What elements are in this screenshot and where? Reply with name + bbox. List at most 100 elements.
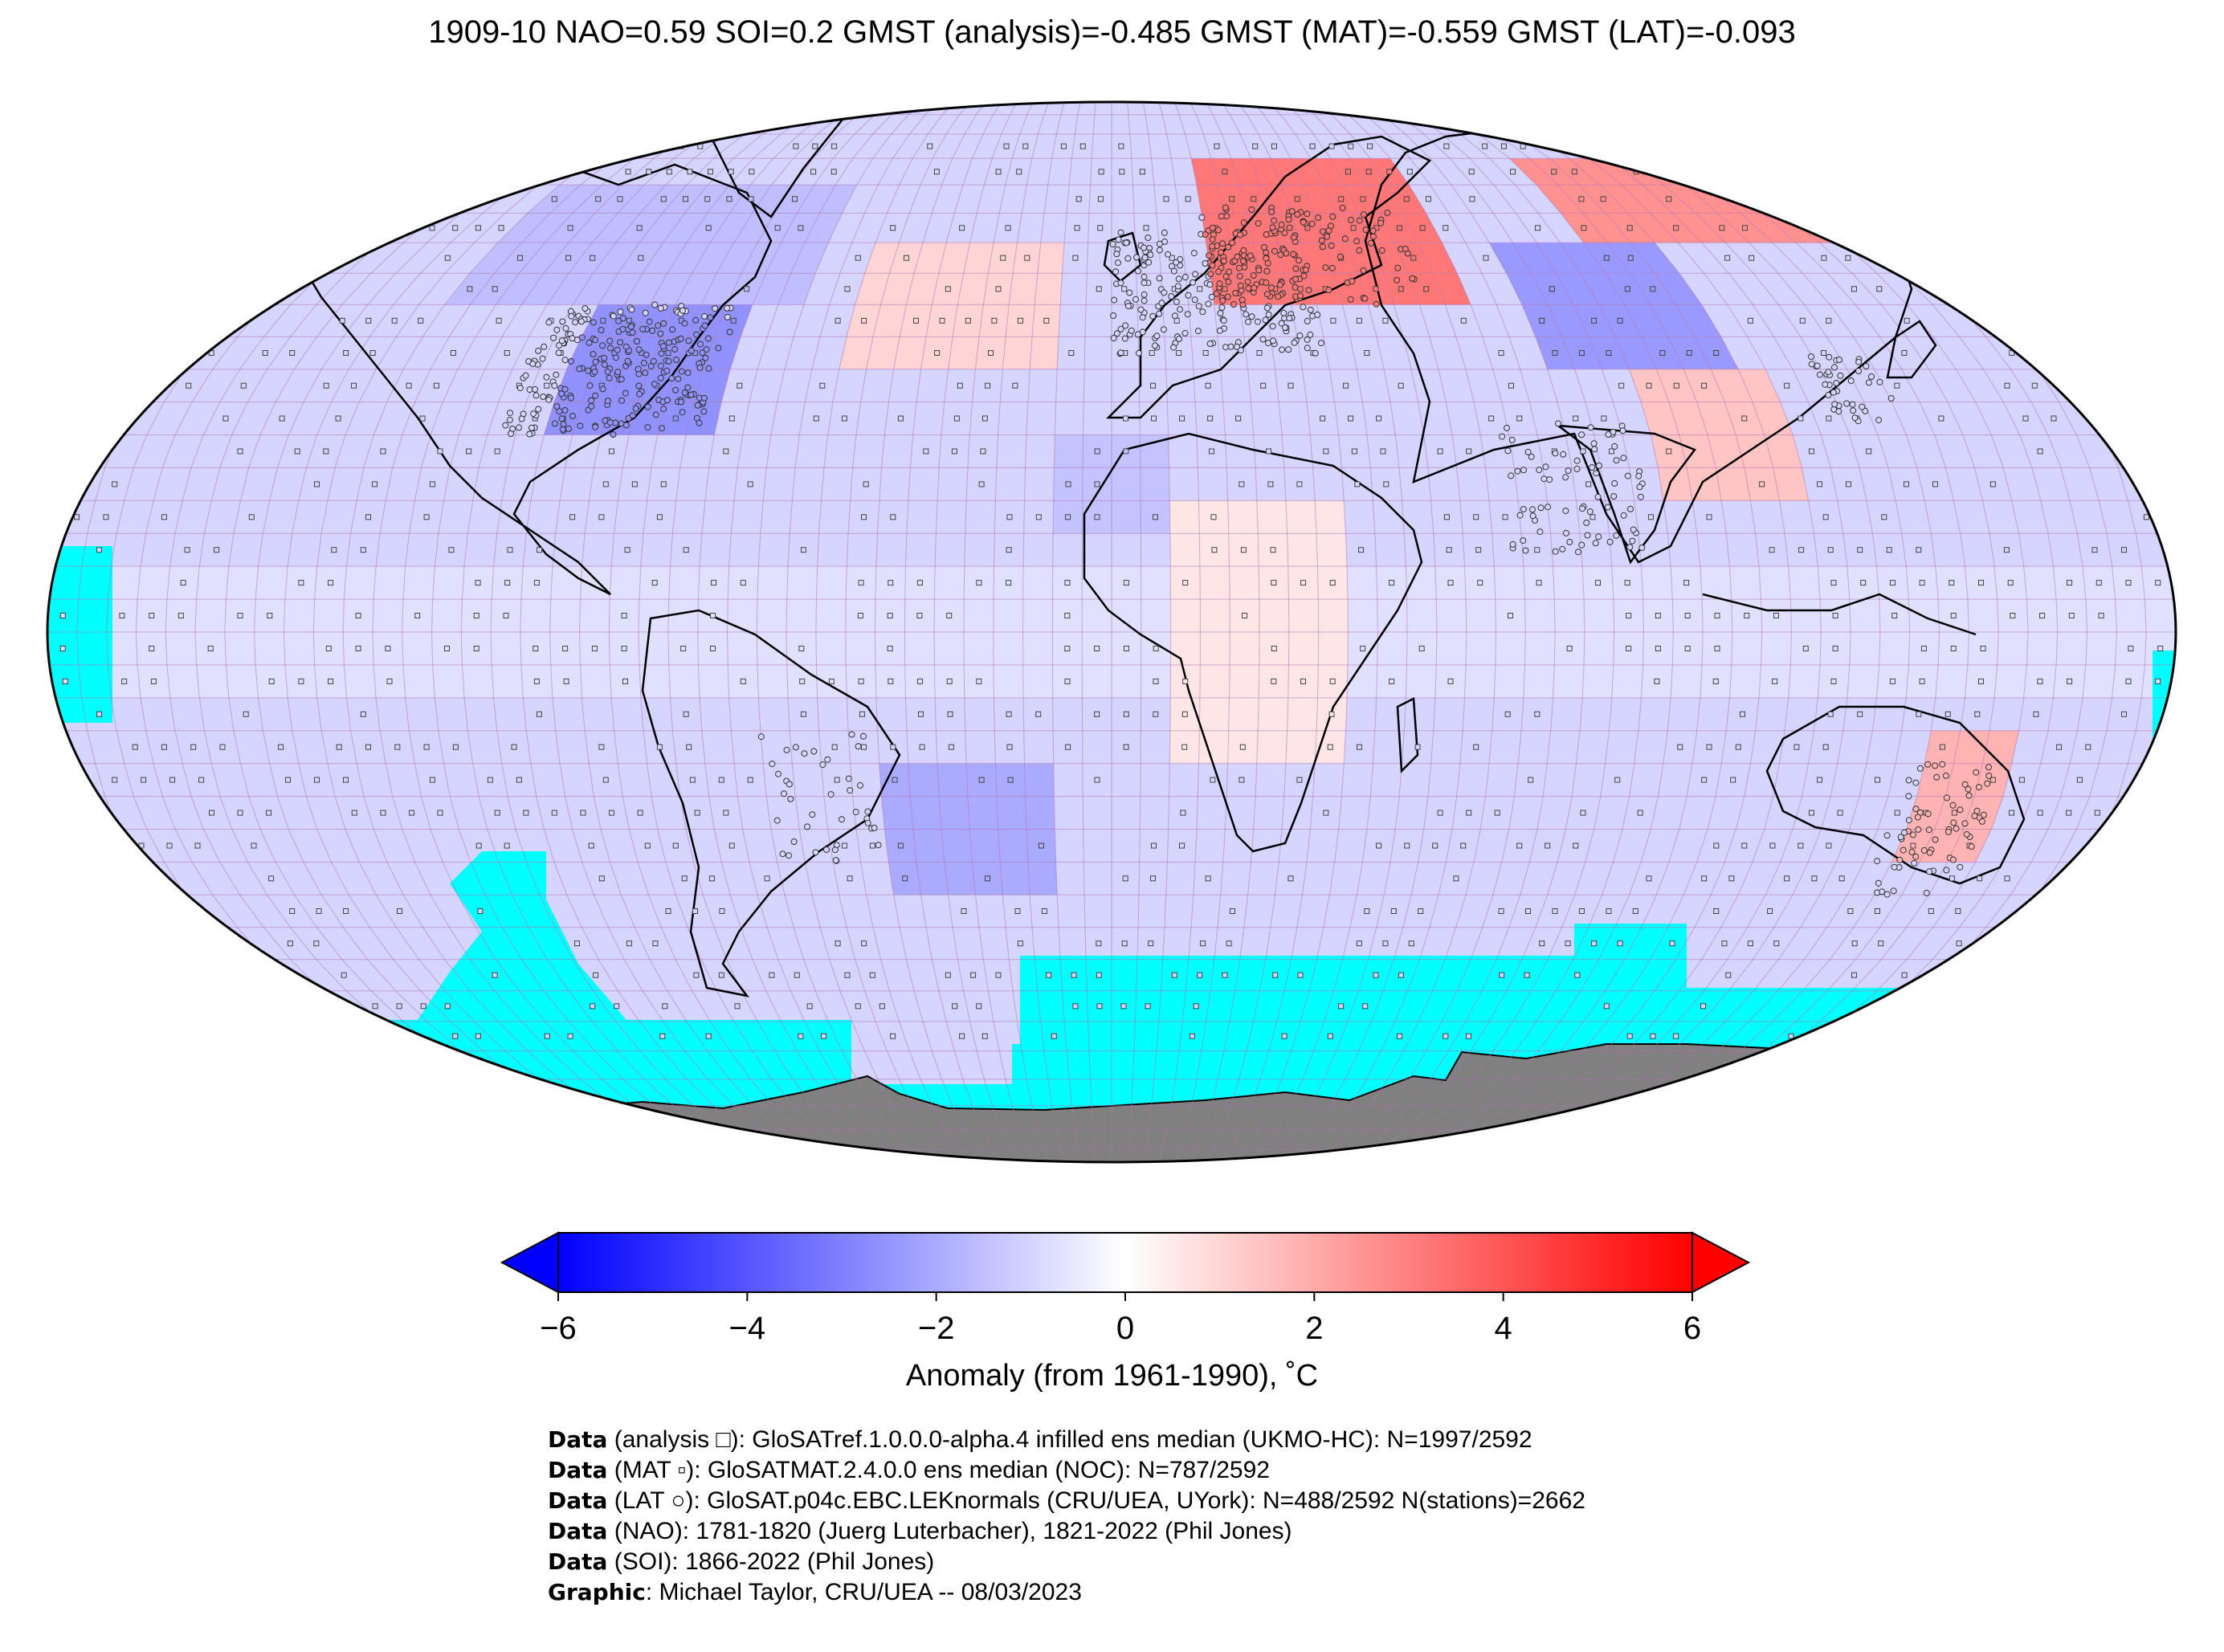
- grid-cell: [639, 664, 671, 698]
- grid-cell: [1083, 829, 1112, 863]
- credit-line: Data (MAT ▫): GloSATMAT.2.4.0.0 ens medi…: [548, 1455, 1585, 1486]
- grid-cell: [1053, 763, 1083, 797]
- grid-cell: [166, 664, 200, 698]
- grid-cell: [1881, 927, 1933, 960]
- grid-cell: [650, 959, 692, 991]
- grid-cell: [1679, 796, 1716, 830]
- grid-cell: [405, 697, 439, 731]
- grid-cell: [1404, 697, 1435, 731]
- grid-cell: [760, 730, 793, 764]
- grid-cell: [2032, 763, 2070, 797]
- grid-cell: [767, 927, 804, 960]
- grid-cell: [1547, 730, 1580, 764]
- grid-cell: [1609, 697, 1642, 731]
- grid-cell: [306, 796, 345, 830]
- grid-cell: [1580, 697, 1612, 731]
- grid-cell: [721, 862, 757, 895]
- grid-cell: [864, 1050, 900, 1079]
- grid-cell: [1847, 862, 1892, 895]
- grid-cell: [1830, 763, 1867, 797]
- grid-cell: [1191, 895, 1221, 928]
- grid-cell: [1778, 927, 1827, 960]
- grid-cell: [1574, 862, 1614, 895]
- grid-cell: [402, 829, 443, 863]
- grid-cell: [954, 1050, 985, 1079]
- grid-cell: [403, 895, 450, 928]
- grid-cell: [292, 730, 328, 764]
- grid-cell: [1777, 959, 1830, 991]
- grid-cell: [1852, 959, 1908, 991]
- grid-cell: [376, 697, 410, 731]
- grid-cell: [979, 927, 1010, 960]
- grid-cell: [731, 730, 764, 764]
- grid-cell: [1602, 862, 1642, 895]
- grid-cell: [431, 895, 476, 928]
- colorbar-tick-label: −4: [729, 1311, 766, 1346]
- grid-cell: [1651, 796, 1687, 830]
- grid-cell: [1785, 697, 1818, 731]
- grid-cell: [288, 829, 332, 863]
- grid-cell: [916, 862, 949, 895]
- grid-cell: [1629, 763, 1663, 797]
- credit-text: : Michael Taylor, CRU/UEA -- 08/03/2023: [645, 1579, 1082, 1605]
- grid-cell: [1429, 895, 1466, 928]
- grid-cell: [1055, 829, 1084, 863]
- grid-cell: [1251, 829, 1282, 863]
- grid-cell: [393, 959, 446, 991]
- grid-cell: [1197, 796, 1227, 830]
- colorbar-tick-label: 6: [1683, 1311, 1701, 1346]
- grid-cell: [1750, 730, 1785, 764]
- credit-key: Data: [548, 1457, 608, 1483]
- credit-text: (analysis □): GloSATref.1.0.0.0-alpha.4 …: [607, 1426, 1532, 1453]
- grid-cell: [1975, 829, 2020, 863]
- grid-cell: [701, 730, 734, 764]
- grid-cell: [1112, 763, 1141, 797]
- grid-cell: [203, 829, 248, 863]
- grid-cell: [994, 664, 1024, 698]
- grid-cell: [823, 796, 856, 830]
- grid-cell: [1427, 763, 1460, 797]
- grid-cell: [1341, 763, 1373, 797]
- grid-cell: [1738, 862, 1781, 895]
- grid-cell: [1433, 697, 1465, 731]
- grid-cell: [369, 927, 419, 960]
- grid-cell: [1165, 895, 1194, 928]
- credit-text: (NAO): 1781-1820 (Juerg Luterbacher), 18…: [607, 1518, 1292, 1544]
- grid-cell: [741, 927, 778, 960]
- grid-cell: [1708, 796, 1745, 830]
- grid-cell: [668, 664, 700, 698]
- grid-cell: [1395, 796, 1428, 830]
- grid-cell: [728, 697, 761, 731]
- grid-cell: [1520, 862, 1558, 895]
- grid-cell: [700, 697, 732, 731]
- grid-cell: [994, 1021, 1022, 1051]
- grid-cell: [610, 862, 649, 895]
- grid-cell: [811, 895, 847, 928]
- grid-cell: [1165, 862, 1196, 895]
- grid-cell: [1239, 927, 1271, 960]
- grid-cell: [1641, 829, 1679, 863]
- grid-cell: [111, 697, 146, 731]
- colorbar-body: [557, 1232, 1693, 1293]
- grid-cell: [555, 730, 590, 764]
- grid-cell: [2011, 730, 2048, 764]
- grid-cell: [1755, 697, 1789, 731]
- grid-cell: [1022, 664, 1053, 698]
- grid-cell: [1492, 862, 1530, 895]
- grid-cell: [598, 959, 643, 991]
- grid-cell: [211, 763, 249, 797]
- grid-cell: [1613, 829, 1651, 863]
- grid-cell: [1370, 763, 1402, 797]
- grid-cell: [1736, 796, 1773, 830]
- grid-cell: [1247, 862, 1279, 895]
- grid-cell: [435, 697, 468, 731]
- grid-cell: [1000, 862, 1030, 895]
- grid-cell: [1270, 895, 1303, 928]
- grid-cell: [1384, 862, 1418, 895]
- colorbar-ticks: −6 −4 −2 0 2 4 6: [540, 1292, 1701, 1346]
- grid-cell: [1112, 829, 1141, 863]
- grid-cell: [1138, 895, 1166, 928]
- grid-cell: [909, 1050, 942, 1079]
- grid-cell: [1463, 697, 1495, 731]
- grid-cell: [359, 862, 404, 895]
